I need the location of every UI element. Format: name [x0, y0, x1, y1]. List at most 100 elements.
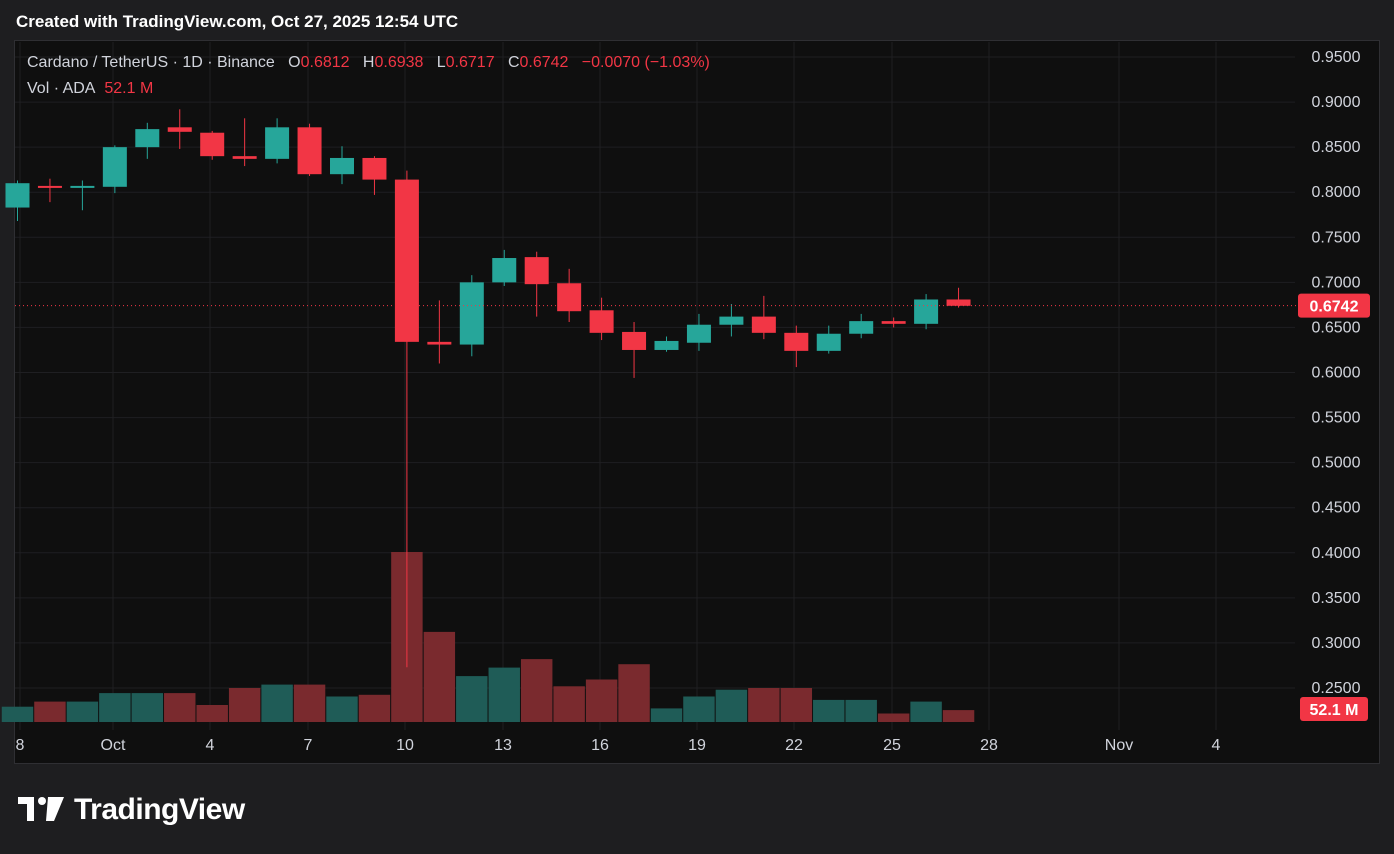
created-with-text: Created with TradingView.com, Oct 27, 20…: [16, 12, 459, 31]
volume-bar[interactable]: [520, 659, 553, 722]
volume-legend: Vol · ADA 52.1 M: [27, 80, 153, 98]
volume-bar[interactable]: [261, 684, 293, 722]
volume-bar[interactable]: [488, 667, 520, 722]
candle-body[interactable]: [232, 156, 257, 159]
tradingview-wordmark: TradingView: [74, 793, 245, 826]
y-tick-label: 0.7000: [1312, 274, 1361, 291]
volume-tag-bg: [1300, 697, 1368, 721]
volume-bar[interactable]: [293, 684, 326, 722]
volume-bar[interactable]: [650, 708, 683, 722]
legend-symbol[interactable]: Cardano / TetherUS · 1D · Binance: [27, 54, 275, 71]
x-tick-label: 13: [494, 737, 512, 754]
candle-body[interactable]: [135, 129, 160, 148]
volume-bar[interactable]: [358, 694, 391, 722]
y-tick-label: 0.9000: [1312, 94, 1361, 111]
legend-low-value: 0.6717: [445, 54, 495, 71]
legend-close-label: C: [507, 54, 520, 71]
candle-body[interactable]: [427, 341, 452, 345]
candle-body[interactable]: [849, 321, 874, 334]
y-tick-label: 0.9500: [1312, 49, 1361, 66]
candle-body[interactable]: [816, 333, 841, 351]
volume-bar[interactable]: [131, 693, 164, 722]
candle-body[interactable]: [751, 316, 776, 333]
y-tick-label: 0.4500: [1312, 500, 1361, 517]
y-tick-label: 0.5000: [1312, 455, 1361, 472]
x-tick-label: 19: [688, 737, 706, 754]
tradingview-logo[interactable]: TradingView: [18, 790, 245, 830]
volume-bar[interactable]: [456, 676, 488, 722]
candle-body[interactable]: [622, 331, 647, 350]
candle-body[interactable]: [362, 157, 387, 180]
y-tick-label: 0.5500: [1312, 410, 1361, 427]
x-tick-label: 4: [206, 737, 215, 754]
y-tick-label: 0.4000: [1312, 545, 1361, 562]
candle-body[interactable]: [297, 127, 322, 175]
candle-body[interactable]: [654, 340, 679, 350]
x-tick-label: 22: [785, 737, 803, 754]
volume-bar[interactable]: [585, 679, 618, 723]
volume-bar[interactable]: [683, 696, 715, 723]
volume-bar[interactable]: [1, 706, 34, 722]
x-tick-label: 10: [396, 737, 414, 754]
volume-bar[interactable]: [66, 701, 99, 722]
x-tick-label: 8: [16, 737, 25, 754]
y-tick-label: 0.8500: [1312, 139, 1361, 156]
volume-tag: 52.1 M: [1310, 702, 1359, 719]
candle-body[interactable]: [719, 316, 744, 325]
candle-body[interactable]: [394, 179, 419, 342]
y-tick-label: 0.3000: [1312, 635, 1361, 652]
y-tick-label: 0.8000: [1312, 184, 1361, 201]
y-tick-label: 0.7500: [1312, 229, 1361, 246]
volume-bar[interactable]: [910, 701, 942, 722]
volume-bar[interactable]: [715, 689, 748, 722]
volume-bar[interactable]: [423, 631, 456, 722]
candle-body[interactable]: [946, 299, 971, 306]
volume-bar[interactable]: [326, 696, 358, 723]
candle-body[interactable]: [686, 324, 711, 343]
volume-bar[interactable]: [99, 693, 131, 722]
candle-body[interactable]: [557, 283, 582, 312]
y-tick-label: 0.6000: [1312, 365, 1361, 382]
x-tick-label: 25: [883, 737, 901, 754]
candle-body[interactable]: [459, 282, 484, 345]
volume-bar[interactable]: [553, 686, 585, 722]
volume-bar[interactable]: [228, 688, 261, 722]
candle-body[interactable]: [524, 257, 549, 285]
volume-value: 52.1 M: [104, 80, 154, 97]
legend-high-value: 0.6938: [374, 54, 424, 71]
volume-bar[interactable]: [618, 664, 650, 722]
volume-bar[interactable]: [780, 688, 813, 722]
candle-body[interactable]: [102, 147, 127, 187]
candle-body[interactable]: [265, 127, 290, 159]
price-tag-bg: [1298, 293, 1370, 318]
volume-bar[interactable]: [164, 693, 196, 722]
y-tick-label: 0.6500: [1312, 319, 1361, 336]
legend-close-value: 0.6742: [519, 54, 569, 71]
y-tick-label: 0.2500: [1312, 680, 1361, 697]
volume-bar[interactable]: [34, 701, 66, 722]
volume-bar[interactable]: [845, 699, 877, 722]
legend-open-value: 0.6812: [300, 54, 350, 71]
candle-body[interactable]: [5, 183, 30, 208]
candle-body[interactable]: [330, 157, 354, 175]
volume-bar[interactable]: [877, 713, 910, 723]
legend-low-label: L: [436, 54, 446, 71]
volume-label[interactable]: Vol · ADA: [27, 80, 96, 97]
candle-body[interactable]: [914, 299, 939, 324]
candle-body[interactable]: [589, 310, 614, 333]
volume-bar[interactable]: [942, 710, 975, 722]
candle-body[interactable]: [784, 332, 809, 351]
legend-change: −0.0070 (−1.03%): [581, 54, 710, 71]
volume-bar[interactable]: [196, 705, 228, 722]
candle-body[interactable]: [492, 258, 517, 283]
candle-body[interactable]: [37, 185, 62, 188]
x-tick-label: Oct: [101, 737, 126, 754]
volume-bar[interactable]: [748, 688, 780, 722]
candle-body[interactable]: [167, 127, 192, 132]
candle-body[interactable]: [70, 185, 95, 188]
tradingview-logo-icon: [18, 797, 64, 821]
candle-body[interactable]: [881, 321, 906, 324]
candle-body[interactable]: [200, 132, 225, 157]
volume-bar[interactable]: [813, 699, 845, 722]
